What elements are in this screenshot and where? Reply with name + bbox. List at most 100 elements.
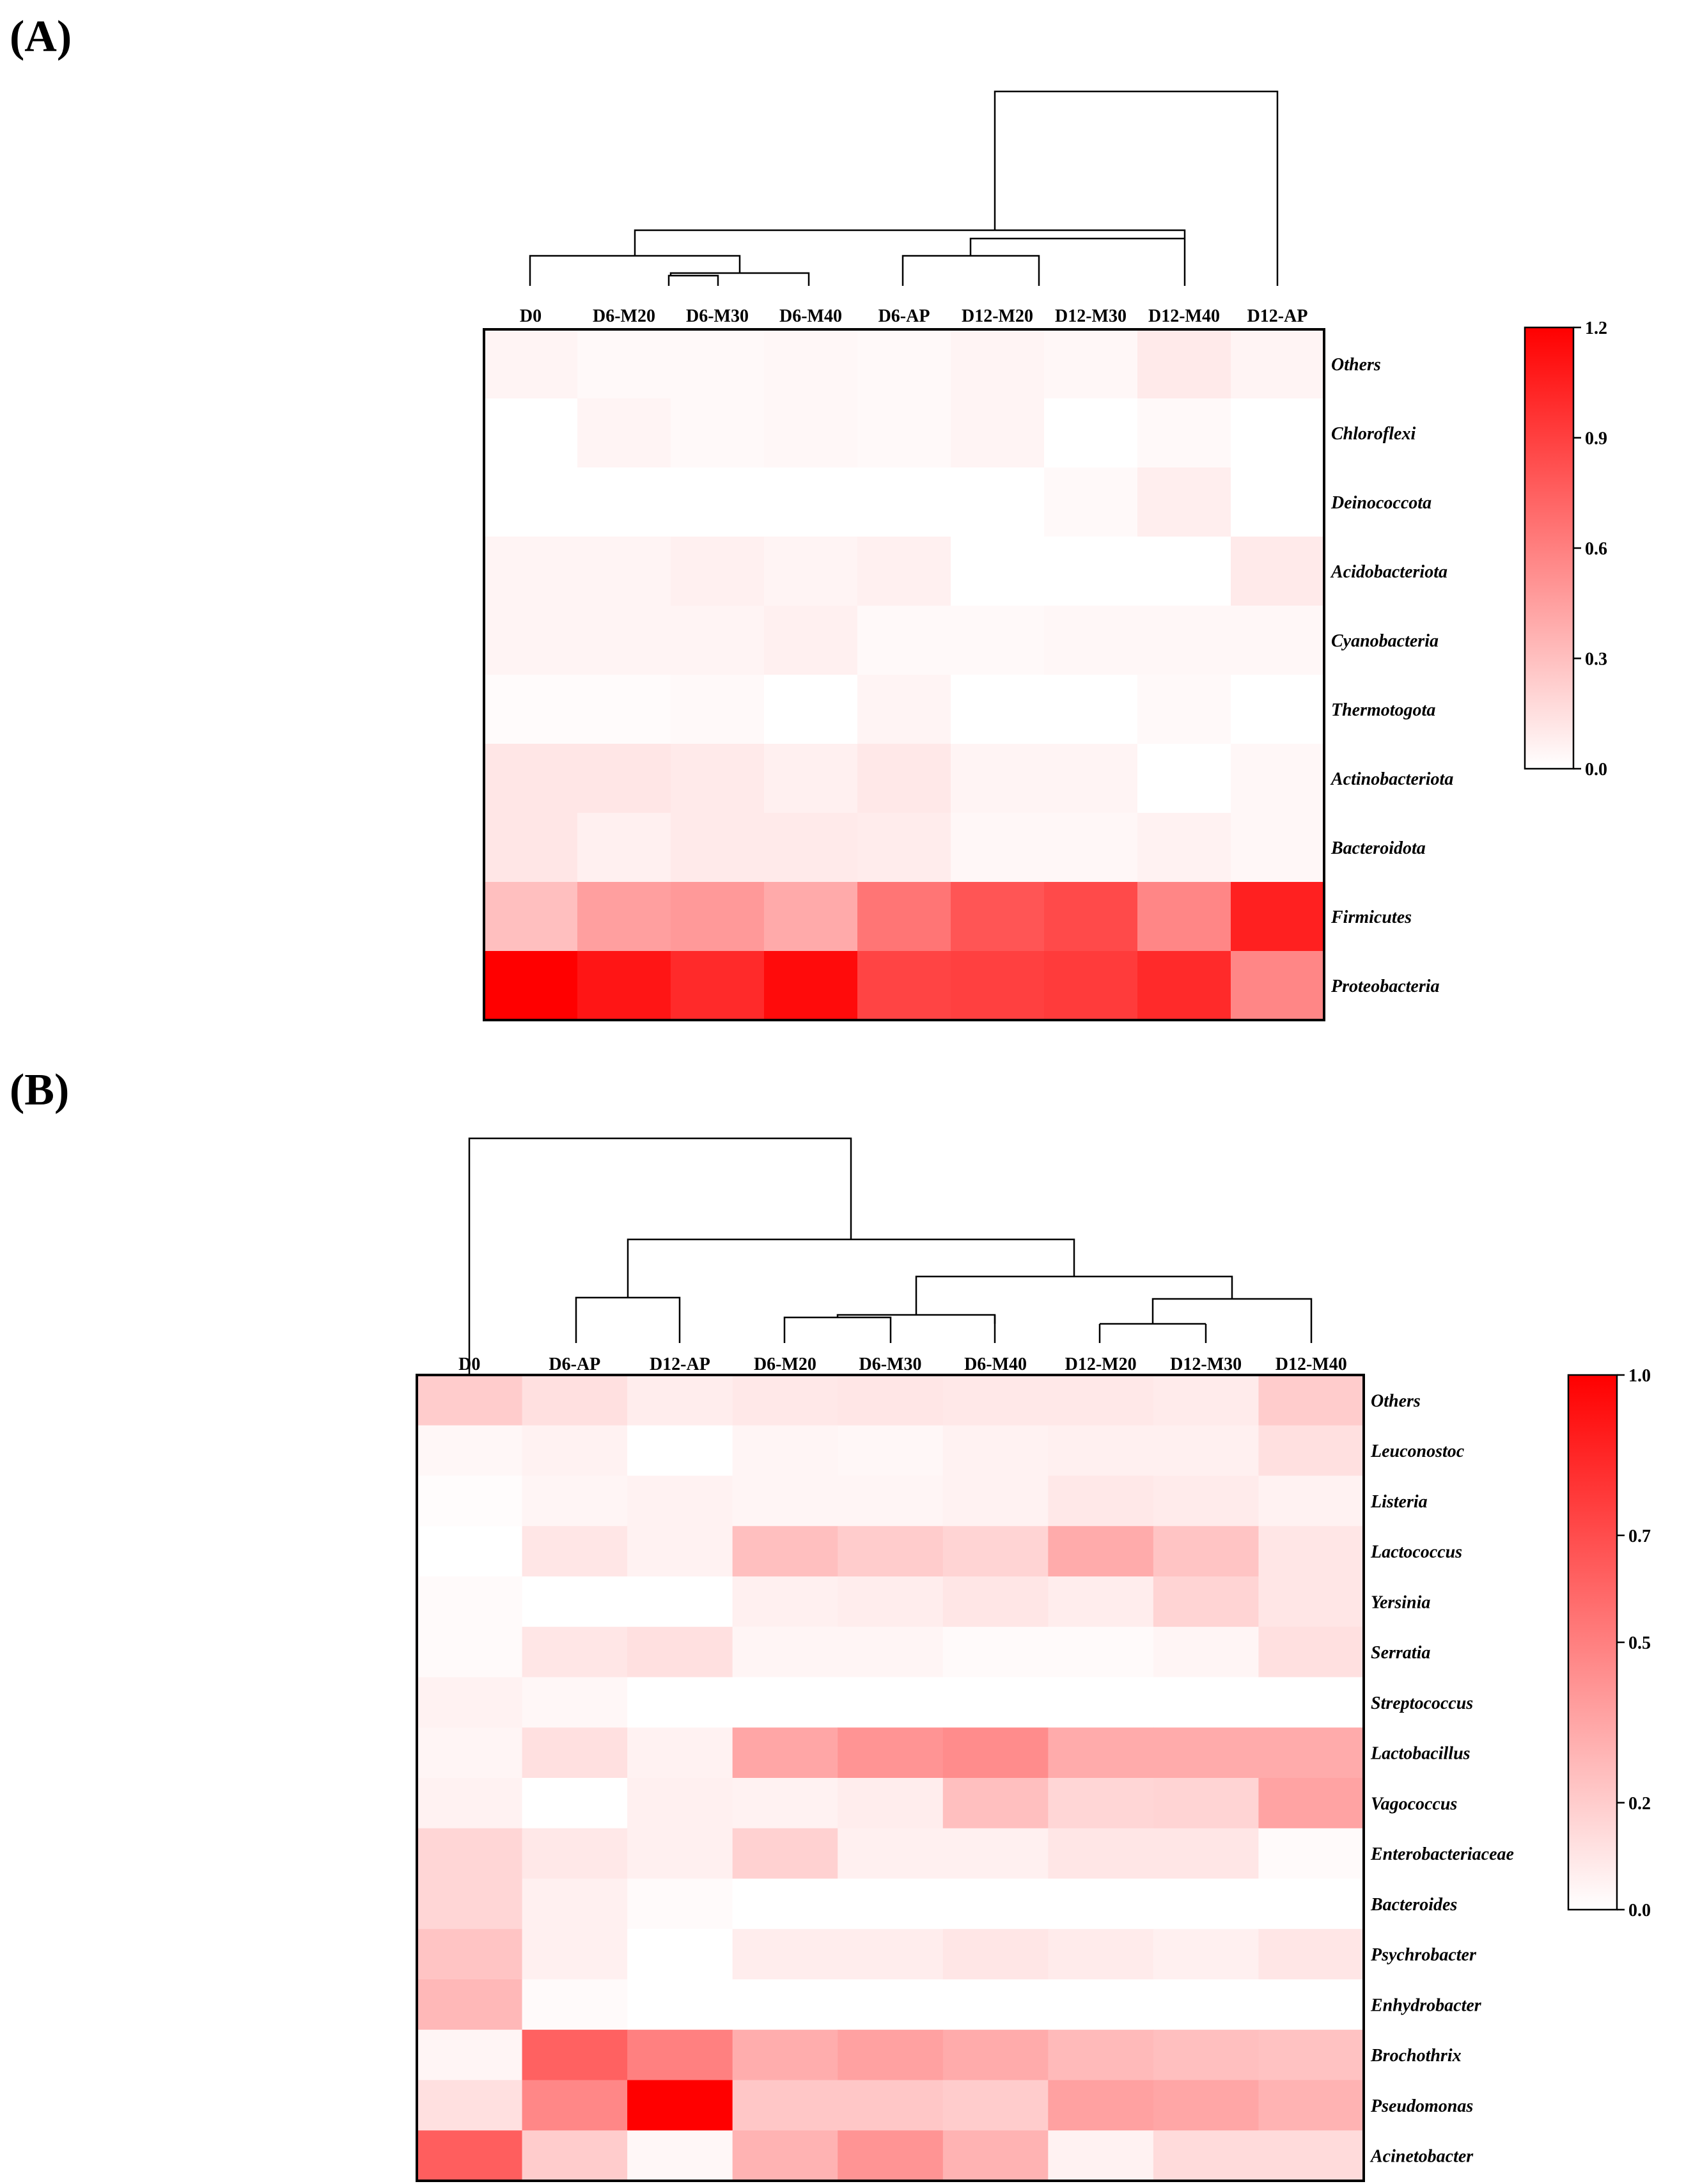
heatmap-cell-cyanobacteria-d0 xyxy=(484,606,578,675)
heatmap-cell-acinetobacter-d6-m30 xyxy=(838,2130,944,2181)
column-label: D12-AP xyxy=(1247,306,1308,326)
heatmap-cell-vagococcus-d6-m40 xyxy=(942,1778,1049,1829)
row-label: Firmicutes xyxy=(1330,907,1412,927)
heatmap-cell-bacteroidota-d12-m20 xyxy=(951,813,1045,883)
row-labels-b: Others Leuconostoc Listeria Lactococcus Yers… xyxy=(1369,1391,1514,2166)
heatmap-cell-thermotogota-d6-ap xyxy=(857,675,951,744)
heatmap-cell-acinetobacter-d6-m40 xyxy=(942,2130,1049,2181)
heatmap-cell-listeria-d6-m30 xyxy=(838,1475,944,1527)
heatmap-cell-streptococcus-d12-ap xyxy=(627,1677,733,1728)
heatmap-cell-brochothrix-d12-m20 xyxy=(1048,2029,1154,2081)
heatmap-cell-brochothrix-d6-m40 xyxy=(942,2029,1049,2081)
row-label: Deinococcota xyxy=(1330,493,1432,513)
heatmap-cell-enhydrobacter-d12-m40 xyxy=(1258,1979,1364,2031)
heatmap-cell-chloroflexi-d12-ap xyxy=(1231,398,1325,468)
heatmap-cell-yersinia-d6-ap xyxy=(522,1576,628,1628)
heatmap-cell-leuconostoc-d12-m30 xyxy=(1153,1425,1260,1477)
row-label: Serratia xyxy=(1371,1643,1430,1663)
colorbar-tick-label: 0.3 xyxy=(1585,650,1607,670)
heatmap-cell-psychrobacter-d6-m20 xyxy=(732,1929,838,1980)
heatmap-cell-bacteroidota-d6-m30 xyxy=(671,813,765,883)
heatmap-cell-serratia-d6-m30 xyxy=(838,1626,944,1678)
heatmap-cell-enhydrobacter-d12-ap xyxy=(627,1979,733,2031)
heatmap-cell-others-d0 xyxy=(417,1375,523,1426)
heatmap-cell-streptococcus-d12-m40 xyxy=(1258,1677,1364,1728)
heatmap-cell-acidobacteriota-d6-ap xyxy=(857,537,951,606)
heatmap-cell-enterobacteriaceae-d6-m20 xyxy=(732,1828,838,1880)
row-label: Yersinia xyxy=(1371,1592,1430,1612)
column-label: D6-M40 xyxy=(964,1355,1027,1374)
heatmap-cell-deinococcota-d6-m30 xyxy=(671,467,765,537)
heatmap-cell-lactococcus-d6-ap xyxy=(522,1526,628,1577)
heatmap-cell-bacteroides-d12-m40 xyxy=(1258,1878,1364,1929)
heatmap-cell-thermotogota-d12-m20 xyxy=(951,675,1045,744)
heatmap-cell-acidobacteriota-d12-m40 xyxy=(1137,537,1231,606)
heatmap-cell-brochothrix-d12-ap xyxy=(627,2029,733,2081)
column-label: D6-AP xyxy=(549,1355,600,1374)
heatmap-cell-psychrobacter-d12-m20 xyxy=(1048,1929,1154,1980)
heatmap-cell-enterobacteriaceae-d12-m20 xyxy=(1048,1828,1154,1880)
heatmap-cell-streptococcus-d0 xyxy=(417,1677,523,1728)
heatmap-cell-actinobacteriota-d6-m30 xyxy=(671,744,765,813)
heatmap-cell-actinobacteriota-d0 xyxy=(484,744,578,813)
column-label: D6-M30 xyxy=(859,1355,922,1374)
heatmap-cell-cyanobacteria-d6-m30 xyxy=(671,606,765,675)
heatmap-cell-yersinia-d12-m20 xyxy=(1048,1576,1154,1628)
heatmap-cell-bacteroidota-d6-ap xyxy=(857,813,951,883)
heatmap-cell-enterobacteriaceae-d6-ap xyxy=(522,1828,628,1880)
heatmap-cell-cyanobacteria-d12-m40 xyxy=(1137,606,1231,675)
column-dendrogram-b xyxy=(468,1137,1313,1375)
heatmap-cell-serratia-d0 xyxy=(417,1626,523,1678)
heatmap-cell-proteobacteria-d12-m30 xyxy=(1044,951,1138,1021)
row-label: Others xyxy=(1331,355,1381,375)
heatmap-cell-chloroflexi-d12-m40 xyxy=(1137,398,1231,468)
heatmap-cell-pseudomonas-d6-ap xyxy=(522,2080,628,2131)
heatmap-cell-enterobacteriaceae-d12-ap xyxy=(627,1828,733,1880)
row-label: Pseudomonas xyxy=(1370,2096,1473,2116)
heatmap-cell-pseudomonas-d6-m30 xyxy=(838,2080,944,2131)
colorbar-tick-label: 0.7 xyxy=(1628,1527,1651,1546)
colorbar-tick-label: 0.2 xyxy=(1628,1794,1651,1814)
heatmap-cell-chloroflexi-d6-m30 xyxy=(671,398,765,468)
heatmap-cell-others-d6-ap xyxy=(857,329,951,399)
heatmap-cell-deinococcota-d6-m20 xyxy=(577,467,671,537)
heatmap-cell-others-d12-m40 xyxy=(1137,329,1231,399)
column-label: D12-AP xyxy=(650,1355,710,1374)
column-label: D12-M20 xyxy=(1065,1355,1137,1374)
heatmap-cell-others-d6-m20 xyxy=(732,1375,838,1426)
row-label: Acidobacteriota xyxy=(1330,562,1447,582)
heatmap-cell-deinococcota-d6-ap xyxy=(857,467,951,537)
heatmap-cell-deinococcota-d12-m20 xyxy=(951,467,1045,537)
column-labels-a: D0 D6-M20 D6-M30 D6-M40 D6-AP D12-M20 D12-M30 D… xyxy=(520,306,1308,326)
row-label: Enterobacteriaceae xyxy=(1370,1844,1514,1864)
heatmap-cell-thermotogota-d12-ap xyxy=(1231,675,1325,744)
column-label: D6-M20 xyxy=(754,1355,816,1374)
heatmap-cell-leuconostoc-d6-ap xyxy=(522,1425,628,1477)
heatmap-cell-lactococcus-d12-m40 xyxy=(1258,1526,1364,1577)
heatmap-cell-yersinia-d12-ap xyxy=(627,1576,733,1628)
heatmap-cell-leuconostoc-d6-m30 xyxy=(838,1425,944,1477)
heatmap-cell-others-d12-m40 xyxy=(1258,1375,1364,1426)
heatmap-cell-pseudomonas-d12-m30 xyxy=(1153,2080,1260,2131)
dendrogram-stubs-b xyxy=(575,1315,1313,1343)
heatmap-cell-streptococcus-d12-m30 xyxy=(1153,1677,1260,1728)
heatmap-cell-vagococcus-d12-ap xyxy=(627,1778,733,1829)
heatmap-cell-chloroflexi-d12-m30 xyxy=(1044,398,1138,468)
heatmap-frame-a xyxy=(483,328,1325,1021)
column-label: D0 xyxy=(458,1355,480,1374)
row-label: Vagococcus xyxy=(1371,1794,1457,1814)
heatmap-cell-deinococcota-d0 xyxy=(484,467,578,537)
heatmap-cell-lactobacillus-d6-m40 xyxy=(942,1727,1049,1779)
column-labels-b: D0 D6-AP D12-AP D6-M20 D6-M30 D6-M40 D12-M20 D1… xyxy=(458,1355,1347,1374)
heatmap-cell-firmicutes-d6-m20 xyxy=(577,882,671,952)
heatmap-cell-others-d12-m30 xyxy=(1044,329,1138,399)
row-label: Others xyxy=(1371,1391,1421,1411)
heatmap-cell-firmicutes-d6-m30 xyxy=(671,882,765,952)
heatmap-cell-streptococcus-d6-m40 xyxy=(942,1677,1049,1728)
heatmap-cell-streptococcus-d6-m20 xyxy=(732,1677,838,1728)
heatmap-cell-acidobacteriota-d6-m40 xyxy=(764,537,858,606)
heatmap-panel-b: (B) D0 D6-AP D12-AP D6-M20 D6-M30 D6-M40 D12-M… xyxy=(10,1065,1651,2182)
heatmap-cell-chloroflexi-d6-m20 xyxy=(577,398,671,468)
heatmap-cell-actinobacteriota-d12-m20 xyxy=(951,744,1045,813)
